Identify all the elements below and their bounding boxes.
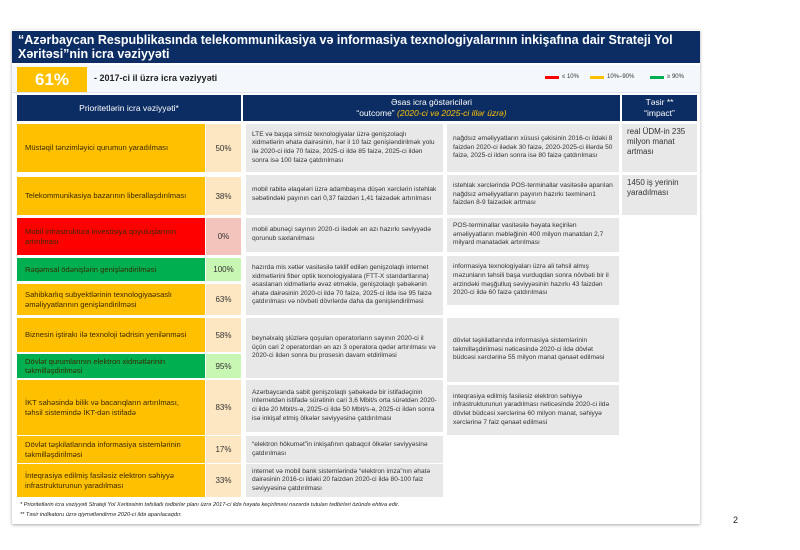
outcome-cell-text: istehlak xərclərində POS-terminallar vas… xyxy=(453,182,613,207)
outcome-cell-text: mobil rabitə əlaqələri üzrə adambaşına d… xyxy=(252,186,437,202)
priority-label: Telekommunikasiya bazarının liberallaşdı… xyxy=(17,177,205,215)
header-label: Əsas icra göstəriciləri xyxy=(390,97,473,107)
outcome-cell-text: POS-terminallar vasitəsilə həyata keçiri… xyxy=(453,222,604,247)
outcome-cell-text: internet və mobil bank sistemlərində “el… xyxy=(252,467,431,492)
impact-cell: 1450 iş yerinin yaradılması xyxy=(622,175,697,215)
priority-percent-text: 38% xyxy=(215,191,232,201)
outcome-cell-text: nağdsız əməliyyatların xüsusi çəkisinin … xyxy=(453,135,613,160)
legend-label: ≤ 10% xyxy=(562,74,579,80)
outcome-cell-text: dövlət təşkilatlarında informasiya siste… xyxy=(453,337,605,362)
priority-percent: 17% xyxy=(206,436,241,463)
priority-label-text: Sahibkarlıq subyektlərinin texnologiyaəs… xyxy=(25,290,172,309)
priority-percent-text: 33% xyxy=(215,476,232,485)
priority-percent: 50% xyxy=(206,124,241,172)
priority-percent: 100% xyxy=(206,258,241,281)
priority-label: Rəqəmsal ödənişlərin genişləndirilməsi xyxy=(17,258,205,281)
priority-percent: 38% xyxy=(206,177,241,215)
priority-label: İnteqrasiya edilmiş fasiləsiz elektron s… xyxy=(17,464,205,497)
priority-percent-text: 0% xyxy=(217,232,230,241)
header-label: Təsir ** xyxy=(645,97,674,107)
outcome-cell-text: inteqrasiya edilmiş fasiləsiz elektron s… xyxy=(453,392,610,426)
priority-label: Müstəqil tənzimləyici qurumun yaradılmas… xyxy=(17,124,205,172)
priority-label-text: Mobil infrastruktura investisiya qoyuluş… xyxy=(25,227,177,246)
impact-cell: real ÜDM-in 235 milyon manat artması xyxy=(622,124,697,172)
priority-percent: 83% xyxy=(206,380,241,435)
priority-percent-text: 100% xyxy=(213,265,234,274)
outcome-cell-text: hazırda mis xətlər vasitəsilə təklif edi… xyxy=(252,264,432,306)
footnote: ** Təsir indikatoru üzrə qiymətləndirmə … xyxy=(20,512,182,518)
outcome-cell: hazırda mis xətlər vasitəsilə təklif edi… xyxy=(246,256,443,315)
header-label: “impact” xyxy=(644,108,675,118)
priority-label: İKT sahəsində bilik və bacarıqların artı… xyxy=(17,380,205,435)
legend-red: ≤ 10% xyxy=(545,74,579,80)
legend-green: ≥ 90% xyxy=(650,74,684,80)
outcome-cell-text: mobil abunəçi sayının 2020-ci ilədək ən … xyxy=(252,226,431,242)
header-outcome: Əsas icra göstəriciləri “outcome” (2020-… xyxy=(243,95,620,121)
legend-swatch xyxy=(590,75,604,79)
outcome-cell: “elektron hökumət”in inkişafının qabaqcı… xyxy=(246,436,443,463)
outcome-cell-text: informasiya texnologiyaları üzrə ali təh… xyxy=(453,263,609,297)
priority-label: Mobil infrastruktura investisiya qoyuluş… xyxy=(17,218,205,255)
footnote: * Prioritetlərin icra vəziyyəti Strateji… xyxy=(20,502,400,508)
outcome-cell-text: “elektron hökumət”in inkişafının qabaqcı… xyxy=(252,440,428,457)
outcome-cell-text: beynəlxalq şlüzlərə qoşulan operatorları… xyxy=(252,335,436,360)
outcome-cell: mobil abunəçi sayının 2020-ci ilədək ən … xyxy=(246,218,443,252)
page-number: 2 xyxy=(733,515,739,525)
outcome-cell: dövlət təşkilatlarında informasiya siste… xyxy=(447,318,619,382)
priority-label-text: Dövlət təşkilatlarında informasiya siste… xyxy=(25,440,181,459)
priority-percent: 58% xyxy=(206,318,241,352)
outcome-cell: Azərbaycanda sabit genişzolaqlı şəbəkədə… xyxy=(246,380,443,432)
header-priorities: Prioritetlərin icra vəziyyəti* xyxy=(17,95,241,121)
outcome-cell: inteqrasiya edilmiş fasiləsiz elektron s… xyxy=(447,385,619,435)
priority-label: Sahibkarlıq subyektlərinin texnologiyaəs… xyxy=(17,284,205,315)
outcome-cell: mobil rabitə əlaqələri üzrə adambaşına d… xyxy=(246,175,443,215)
outcome-cell: istehlak xərclərində POS-terminallar vas… xyxy=(447,175,619,215)
header-label: “outcome” xyxy=(356,108,395,118)
outcome-cell: beynəlxalq şlüzlərə qoşulan operatorları… xyxy=(246,318,443,378)
legend-label: 10%–90% xyxy=(607,74,635,80)
page-title: “Azərbaycan Respublikasında telekommunik… xyxy=(12,31,700,63)
priority-percent-text: 95% xyxy=(215,361,232,371)
priority-label-text: Telekommunikasiya bazarının liberallaşdı… xyxy=(25,191,187,201)
priority-percent-text: 50% xyxy=(215,143,232,153)
header-note: (2020-ci və 2025-ci illər üzrə) xyxy=(397,108,507,118)
summary-label: - 2017-ci il üzrə icra vəziyyəti xyxy=(94,73,218,83)
priority-label-text: İnteqrasiya edilmiş fasiləsiz elektron s… xyxy=(25,471,174,490)
outcome-cell: nağdsız əməliyyatların xüsusi çəkisinin … xyxy=(447,124,619,172)
priority-percent-text: 63% xyxy=(215,295,232,304)
outcome-cell: POS-terminallar vasitəsilə həyata keçiri… xyxy=(447,218,619,252)
outcome-cell: informasiya texnologiyaları üzrə ali təh… xyxy=(447,256,619,305)
priority-label-text: Biznesin iştirakı ilə texnoloji tədrisin… xyxy=(25,330,187,340)
legend-orange: 10%–90% xyxy=(590,74,634,80)
priority-label: Dövlət qurumlarının elektron xidmətlərin… xyxy=(17,354,205,378)
priority-label-text: Müstəqil tənzimləyici qurumun yaradılmas… xyxy=(25,143,169,153)
summary-bar xyxy=(12,65,700,93)
outcome-cell-text: Azərbaycanda sabit genişzolaqlı şəbəkədə… xyxy=(252,388,437,422)
priority-percent-text: 83% xyxy=(215,403,232,412)
outcome-cell-text: LTE və başqa simsiz texnologiyalar üzrə … xyxy=(252,130,435,164)
legend-label: ≥ 90% xyxy=(667,74,684,80)
header-label: Prioritetlərin icra vəziyyəti* xyxy=(79,102,179,113)
header-impact: Təsir ** “impact” xyxy=(622,95,697,121)
impact-cell-text: 1450 iş yerinin yaradılması xyxy=(627,178,679,197)
priority-percent: 95% xyxy=(206,354,241,378)
priority-percent: 63% xyxy=(206,284,241,315)
priority-label: Dövlət təşkilatlarında informasiya siste… xyxy=(17,436,205,463)
priority-label: Biznesin iştirakı ilə texnoloji tədrisin… xyxy=(17,318,205,352)
impact-cell-text: real ÜDM-in 235 milyon manat artması xyxy=(627,127,686,156)
legend-swatch xyxy=(650,75,664,79)
priority-label-text: Rəqəmsal ödənişlərin genişləndirilməsi xyxy=(25,264,157,274)
priority-percent-text: 17% xyxy=(215,445,232,454)
priority-percent-text: 58% xyxy=(215,330,232,340)
legend-swatch xyxy=(545,75,559,79)
outcome-cell: LTE və başqa simsiz texnologiyalar üzrə … xyxy=(246,124,443,172)
priority-percent: 33% xyxy=(206,464,241,497)
overall-percent: 61% xyxy=(17,67,87,92)
priority-percent: 0% xyxy=(206,218,241,255)
priority-label-text: Dövlət qurumlarının elektron xidmətlərin… xyxy=(25,356,166,376)
outcome-cell: internet və mobil bank sistemlərində “el… xyxy=(246,464,443,497)
priority-label-text: İKT sahəsində bilik və bacarıqların artı… xyxy=(25,398,179,417)
